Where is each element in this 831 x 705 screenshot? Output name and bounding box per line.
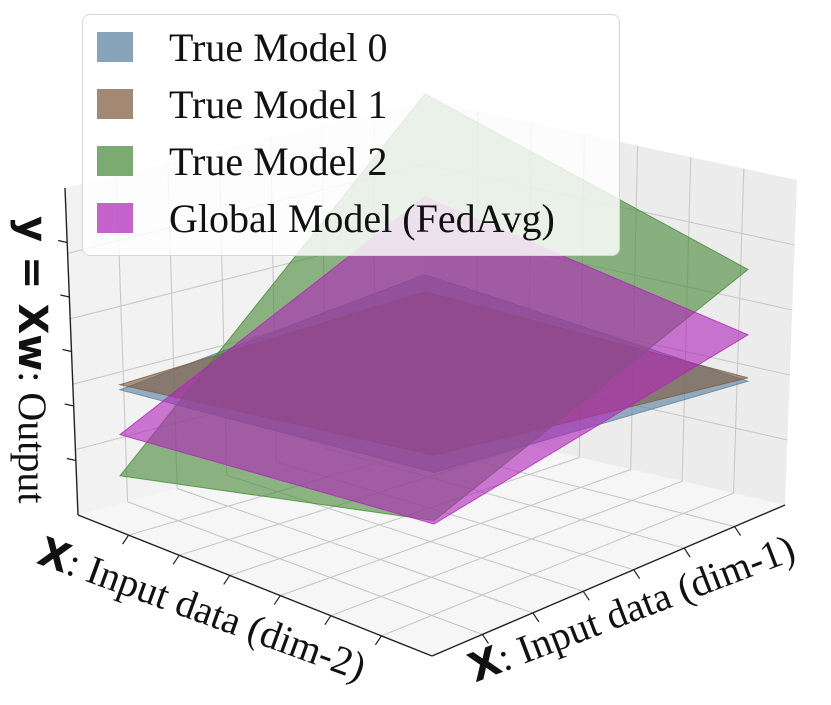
- y-axis-label: y = Xw: Output: [9, 216, 56, 503]
- floor-grid-line: [127, 501, 483, 635]
- tick-mark: [481, 634, 489, 644]
- legend-item-global-model: Global Model (FedAvg): [97, 192, 555, 244]
- floor-grid-line: [280, 468, 631, 597]
- tick-mark: [223, 575, 231, 585]
- tick-mark: [66, 457, 76, 462]
- tick-mark: [683, 547, 691, 558]
- axis-ticks: [58, 239, 742, 646]
- tick-mark: [324, 615, 332, 626]
- x-dim2-axis-line: [77, 514, 433, 657]
- tick-mark: [273, 595, 281, 605]
- tick-mark: [60, 294, 70, 298]
- legend-label: Global Model (FedAvg): [169, 195, 555, 241]
- tick-mark: [532, 612, 540, 623]
- floor-grid-line: [330, 480, 683, 617]
- tick-mark: [633, 569, 641, 580]
- tick-mark: [64, 403, 74, 407]
- legend-swatch-true-model-2: [97, 146, 133, 176]
- legend-label: True Model 2: [169, 138, 388, 184]
- y-axis-label-symbol: y = Xw: [9, 216, 55, 372]
- legend-label: True Model 0: [169, 24, 388, 70]
- legend: True Model 0 True Model 1 True Model 2 G…: [82, 14, 620, 256]
- floor-grid-line: [381, 492, 734, 637]
- tick-mark: [582, 590, 590, 601]
- legend-swatch-true-model-0: [97, 32, 133, 62]
- tick-mark: [374, 635, 382, 646]
- legend-item-true-model-0: True Model 0: [97, 21, 388, 73]
- legend-item-true-model-2: True Model 2: [97, 135, 388, 187]
- floor-grid-line: [176, 487, 534, 614]
- tick-mark: [734, 526, 742, 536]
- legend-label: True Model 1: [169, 81, 388, 127]
- tick-mark: [172, 554, 180, 565]
- legend-swatch-true-model-1: [97, 89, 133, 119]
- legend-item-true-model-1: True Model 1: [97, 78, 388, 130]
- x-dim1-axis-line: [431, 504, 786, 657]
- tick-mark: [58, 239, 68, 244]
- tick-mark: [122, 534, 130, 545]
- tick-mark: [62, 348, 72, 353]
- legend-swatch-global-model: [97, 203, 133, 233]
- y-axis-label-text: : Output: [10, 371, 55, 504]
